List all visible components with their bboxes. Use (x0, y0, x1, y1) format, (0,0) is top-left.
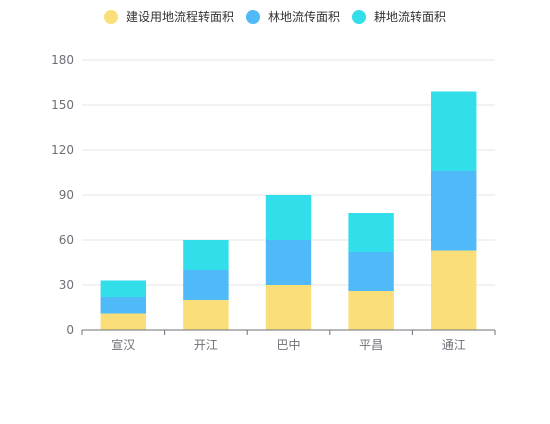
bar-segment[interactable] (183, 240, 229, 270)
bar-segment[interactable] (100, 297, 147, 314)
bar-segment[interactable] (348, 291, 394, 330)
x-tick-label: 巴中 (276, 337, 300, 352)
legend-item[interactable]: 林地流传面积 (246, 9, 340, 24)
bar-segment[interactable] (183, 300, 229, 330)
legend-item[interactable]: 耕地流转面积 (352, 9, 446, 24)
legend-marker (104, 10, 118, 24)
y-tick-label: 120 (51, 143, 74, 157)
legend-marker (352, 10, 366, 24)
legend-item[interactable]: 建设用地流程转面积 (104, 9, 234, 24)
y-axis: 0 30 60 90 120 150 180 (51, 53, 74, 337)
legend-label: 建设用地流程转面积 (126, 9, 234, 24)
bar-segment[interactable] (430, 91, 477, 172)
bar-segment[interactable] (265, 240, 312, 285)
x-axis: 宣汉 开江 巴中 平昌 通江 (81, 329, 496, 352)
bar-segment[interactable] (265, 195, 312, 240)
bar-segment[interactable] (265, 285, 312, 330)
y-tick-label: 180 (51, 53, 74, 67)
bars (100, 91, 477, 331)
x-tick-label: 宣汉 (111, 337, 135, 352)
y-tick-label: 30 (59, 278, 74, 292)
bar-segment[interactable] (430, 250, 477, 331)
legend-marker (246, 10, 260, 24)
y-tick-label: 0 (66, 323, 74, 337)
bar-segment[interactable] (183, 270, 229, 300)
y-tick-label: 150 (51, 98, 74, 112)
legend[interactable]: 建设用地流程转面积 林地流传面积 耕地流转面积 (104, 9, 446, 24)
legend-label: 耕地流转面积 (374, 9, 446, 24)
y-tick-label: 90 (59, 188, 74, 202)
x-tick-label: 平昌 (359, 338, 383, 352)
y-tick-label: 60 (59, 233, 74, 247)
legend-label: 林地流传面积 (268, 9, 340, 24)
bar-segment[interactable] (100, 313, 147, 331)
bar-segment[interactable] (100, 280, 147, 298)
x-tick-label: 通江 (442, 338, 466, 352)
x-tick-label: 开江 (194, 338, 218, 352)
bar-segment[interactable] (348, 213, 394, 252)
bar-segment[interactable] (430, 171, 477, 251)
bar-segment[interactable] (348, 252, 394, 291)
